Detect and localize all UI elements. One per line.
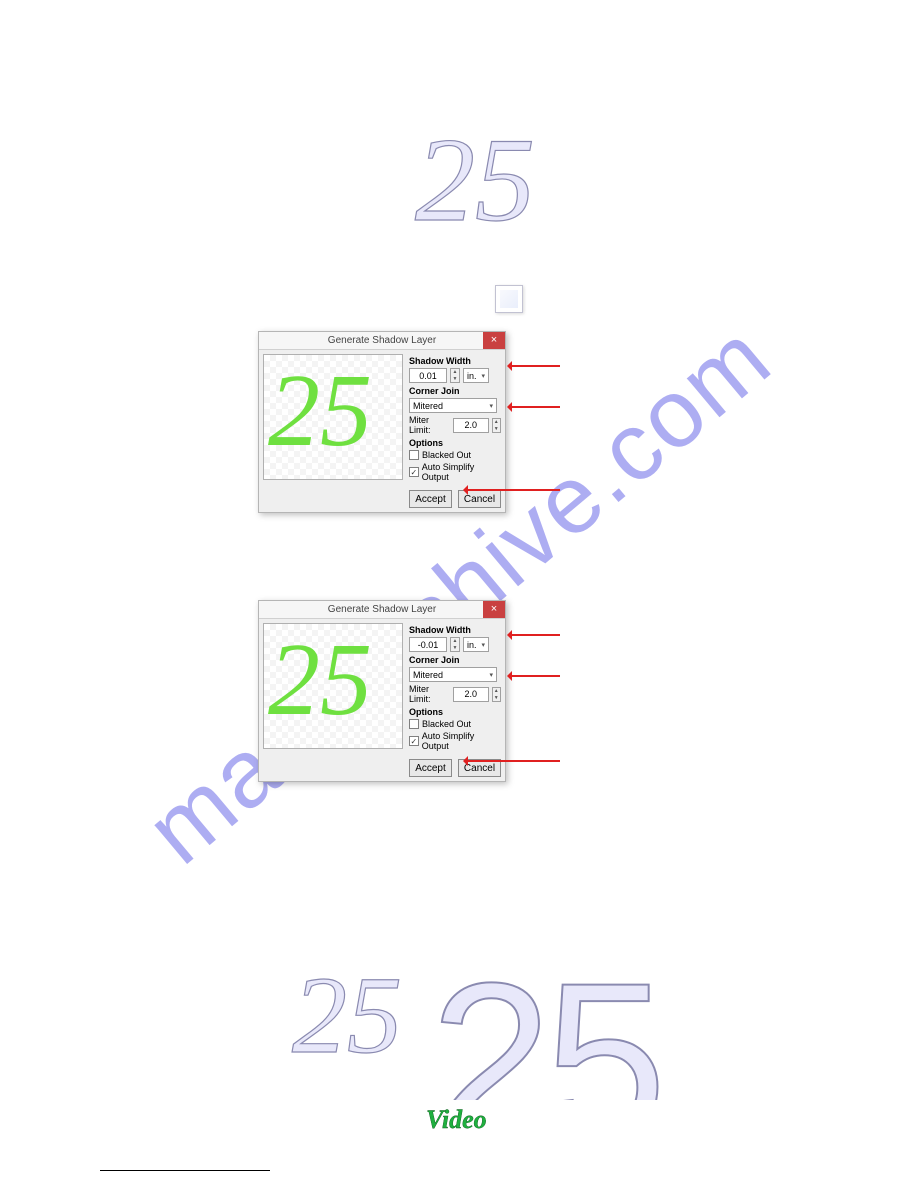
auto-simplify-checkbox[interactable]: ✓ Auto Simplify Output <box>409 731 501 751</box>
video-link[interactable]: Video <box>426 1105 487 1135</box>
auto-simplify-label: Auto Simplify Output <box>422 731 501 751</box>
footnote-rule <box>100 1170 270 1171</box>
corner-join-label: Corner Join <box>409 386 501 396</box>
accept-button[interactable]: Accept <box>409 490 452 508</box>
dialog-title: Generate Shadow Layer × <box>259 332 505 350</box>
dialog-title-text: Generate Shadow Layer <box>328 604 436 615</box>
miter-limit-input[interactable]: 2.0 <box>453 687 489 702</box>
miter-limit-label: Miter Limit: <box>409 415 450 435</box>
blacked-out-checkbox[interactable]: Blacked Out <box>409 450 501 460</box>
shadow-width-unit-select[interactable]: in.▾ <box>463 637 489 652</box>
annotation-arrow <box>510 675 560 677</box>
miter-limit-stepper[interactable]: ▲▼ <box>492 418 501 433</box>
sample-glyph-top: 25 <box>415 120 535 240</box>
dialog-preview: 25 <box>263 354 403 480</box>
auto-simplify-box: ✓ <box>409 467 419 477</box>
annotation-arrow <box>510 365 560 367</box>
shadow-width-stepper[interactable]: ▲▼ <box>450 637 460 652</box>
shadow-width-unit-value: in. <box>467 640 477 650</box>
shadow-width-label: Shadow Width <box>409 356 501 366</box>
dialog-preview: 25 <box>263 623 403 749</box>
annotation-arrow <box>466 760 560 762</box>
miter-limit-stepper[interactable]: ▲▼ <box>492 687 501 702</box>
dialog-title-text: Generate Shadow Layer <box>328 335 436 346</box>
page: manualshive.com 25 Generate Shadow Layer… <box>0 0 918 1188</box>
annotation-arrow <box>510 406 560 408</box>
generate-shadow-dialog-1: Generate Shadow Layer × 25 Shadow Width … <box>258 331 506 513</box>
miter-limit-input[interactable]: 2.0 <box>453 418 489 433</box>
shadow-width-label: Shadow Width <box>409 625 501 635</box>
sample-glyph-bottom-left: 25 <box>292 960 402 1070</box>
miter-limit-label: Miter Limit: <box>409 684 450 704</box>
shadow-layer-icon <box>495 285 523 313</box>
annotation-arrow <box>510 634 560 636</box>
close-icon[interactable]: × <box>483 601 505 618</box>
corner-join-value: Mitered <box>413 670 443 680</box>
options-label: Options <box>409 707 501 717</box>
shadow-width-input[interactable]: 0.01 <box>409 368 447 383</box>
corner-join-select[interactable]: Mitered▾ <box>409 667 497 682</box>
sample-glyph-bottom-right: 25 <box>430 950 760 1100</box>
shadow-width-input[interactable]: -0.01 <box>409 637 447 652</box>
blacked-out-box <box>409 450 419 460</box>
shadow-width-unit-value: in. <box>467 371 477 381</box>
annotation-arrow <box>466 489 560 491</box>
corner-join-select[interactable]: Mitered▾ <box>409 398 497 413</box>
blacked-out-label: Blacked Out <box>422 450 471 460</box>
auto-simplify-box: ✓ <box>409 736 419 746</box>
generate-shadow-dialog-2: Generate Shadow Layer × 25 Shadow Width … <box>258 600 506 782</box>
accept-button[interactable]: Accept <box>409 759 452 777</box>
auto-simplify-label: Auto Simplify Output <box>422 462 501 482</box>
auto-simplify-checkbox[interactable]: ✓ Auto Simplify Output <box>409 462 501 482</box>
options-label: Options <box>409 438 501 448</box>
preview-glyph: 25 <box>268 618 372 743</box>
close-icon[interactable]: × <box>483 332 505 349</box>
preview-glyph: 25 <box>268 349 372 474</box>
corner-join-label: Corner Join <box>409 655 501 665</box>
blacked-out-label: Blacked Out <box>422 719 471 729</box>
shadow-width-stepper[interactable]: ▲▼ <box>450 368 460 383</box>
blacked-out-box <box>409 719 419 729</box>
dialog-title: Generate Shadow Layer × <box>259 601 505 619</box>
blacked-out-checkbox[interactable]: Blacked Out <box>409 719 501 729</box>
shadow-width-unit-select[interactable]: in.▾ <box>463 368 489 383</box>
corner-join-value: Mitered <box>413 401 443 411</box>
